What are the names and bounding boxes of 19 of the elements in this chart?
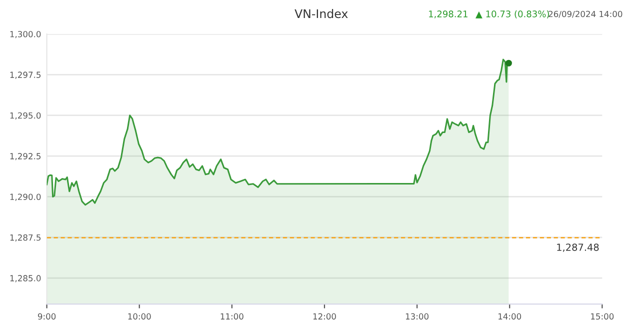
y-tick-label: 1,295.0	[10, 112, 41, 120]
x-tick-label: 11:00	[220, 313, 244, 320]
chart-title: VN-Index	[294, 9, 348, 18]
x-tick-label: 14:00	[498, 313, 522, 320]
y-tick-label: 1,297.5	[10, 72, 41, 79]
y-tick-label: 1,285.0	[10, 275, 41, 282]
y-tick-label: 1,300.0	[10, 30, 41, 38]
y-tick-label: 1,287.5	[10, 234, 41, 242]
text: 1,298.21	[429, 10, 468, 18]
text: ▲ 10.73 (0.83%)	[476, 10, 549, 18]
y-tick-label: 1,290.0	[10, 194, 41, 201]
y-tick-label: 1,292.5	[10, 153, 41, 160]
x-tick-label: 10:00	[128, 313, 151, 320]
x-tick-label: 13:00	[406, 313, 428, 320]
ref-line-label: 1,287.48	[557, 244, 599, 252]
x-tick-label: 12:00	[313, 313, 336, 320]
x-tick-label: 9:00	[38, 313, 56, 320]
x-tick-label: 15:00	[591, 313, 614, 320]
text: 26/09/2024 14:00	[548, 10, 622, 18]
